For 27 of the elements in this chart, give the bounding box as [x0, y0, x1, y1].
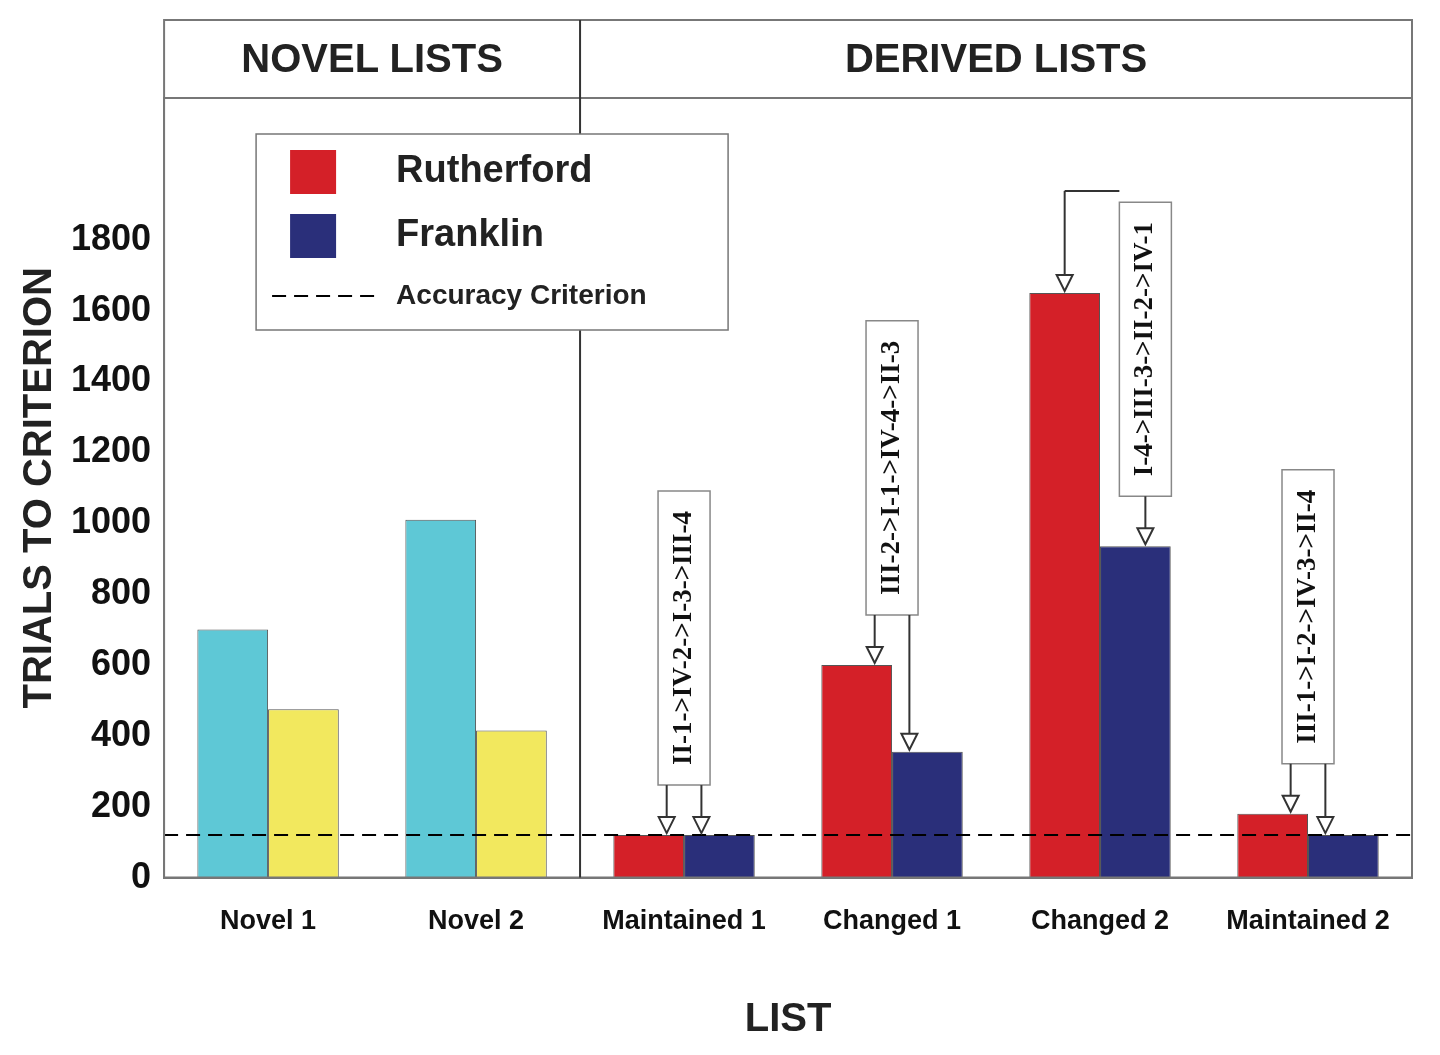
annotation: I-4->III-3->II-2->IV-1 [1128, 222, 1159, 477]
x-tick-label: Maintained 1 [602, 905, 766, 936]
x-tick-label: Changed 1 [823, 905, 962, 936]
x-axis-title: LIST [744, 995, 832, 1040]
y-tick-label: 1000 [70, 500, 152, 542]
text: NOVEL LISTS [241, 36, 503, 81]
text: DERIVED LISTS [844, 36, 1148, 81]
y-tick-label: 1800 [70, 216, 152, 258]
annotation: III-2->I-1->IV-4->II-3 [875, 340, 905, 595]
y-tick-label: 0 [131, 854, 152, 896]
y-axis-title: TRIALS TO CRITERION [15, 267, 60, 709]
annotation: II-1->IV-2->I-3->III-4 [667, 510, 698, 766]
y-tick-label: 800 [91, 571, 152, 613]
y-tick-label: 600 [91, 641, 152, 683]
legend-label: Franklin [396, 212, 544, 255]
x-tick-label: Changed 2 [1031, 905, 1170, 936]
legend-label: Accuracy Criterion [396, 278, 647, 310]
legend-label: Rutherford [396, 148, 593, 191]
y-tick-label: 1600 [70, 287, 152, 329]
y-tick-label: 1400 [70, 358, 152, 400]
x-tick-label: Novel 2 [428, 905, 525, 936]
y-tick-label: 400 [91, 712, 152, 754]
y-tick-label: 200 [91, 783, 152, 825]
y-tick-label: 1200 [70, 429, 152, 471]
annotation: III-1->I-2->IV-3->II-4 [1290, 489, 1321, 744]
x-tick-label: Maintained 2 [1226, 905, 1390, 936]
x-tick-label: Novel 1 [220, 905, 317, 936]
